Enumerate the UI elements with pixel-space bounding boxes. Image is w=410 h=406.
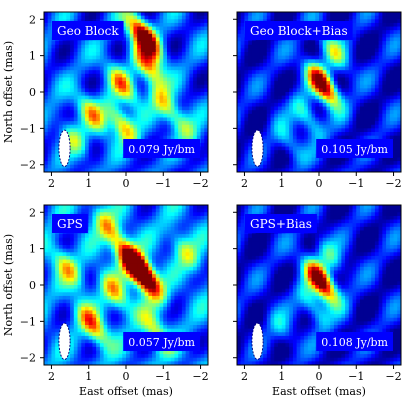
x-axis-title: East offset (mas) <box>272 385 366 398</box>
flux-label-text: 0.105 Jy/bm <box>321 143 388 156</box>
x-tick-label: 1 <box>85 177 92 190</box>
panel-label: GPS <box>52 214 88 233</box>
x-tick-label: 1 <box>278 370 285 383</box>
x-tick-label: 1 <box>85 370 92 383</box>
beam-ellipse <box>251 129 264 168</box>
x-axis-title: East offset (mas) <box>79 385 173 398</box>
x-tick-label: −2 <box>385 177 401 190</box>
y-tick-label: −1 <box>20 122 36 135</box>
panel-label: Geo Block+Bias <box>245 21 353 40</box>
x-tick-label: −2 <box>192 370 208 383</box>
y-tick-label: 0 <box>29 86 36 99</box>
panel-label-text: GPS+Bias <box>250 217 312 231</box>
panel-3: GPS 0.057 Jy/bm 2 1 0 −1 −2 2 1 0 −1 −2 North offset… <box>2 204 209 398</box>
flux-label: 0.105 Jy/bm <box>316 139 393 158</box>
x-tick-label: 2 <box>241 370 248 383</box>
y-tick-label: 1 <box>29 243 36 256</box>
y-axis-title: North offset (mas) <box>2 234 15 336</box>
panel-label-text: Geo Block+Bias <box>250 24 348 38</box>
flux-label-text: 0.057 Jy/bm <box>128 336 195 349</box>
y-tick-label: −2 <box>20 352 36 365</box>
panel-label-text: GPS <box>57 217 83 231</box>
y-tick-label: 2 <box>29 13 36 26</box>
panel-1: Geo Block 0.079 Jy/bm 2 1 0 −1 −2 2 1 0 −1 −2 North … <box>2 11 209 190</box>
x-tick-label: 0 <box>123 370 130 383</box>
x-tick-label: −2 <box>192 177 208 190</box>
panel-4: GPS+Bias 0.108 Jy/bm 2 1 0 −1 −2 East offset (m… <box>233 204 402 398</box>
flux-label: 0.108 Jy/bm <box>316 332 393 351</box>
intensity-map <box>237 205 401 365</box>
flux-label-text: 0.079 Jy/bm <box>128 143 195 156</box>
x-tick-label: 0 <box>316 370 323 383</box>
panel-label: Geo Block <box>52 21 124 40</box>
x-tick-label: −1 <box>155 177 171 190</box>
y-tick-label: 1 <box>29 50 36 63</box>
x-tick-label: 2 <box>48 177 55 190</box>
x-tick-label: −1 <box>348 177 364 190</box>
x-tick-label: −1 <box>348 370 364 383</box>
x-tick-label: 2 <box>48 370 55 383</box>
y-tick-label: 2 <box>29 206 36 219</box>
beam-ellipse <box>58 129 71 168</box>
x-tick-label: 0 <box>316 177 323 190</box>
beam-ellipse <box>58 322 71 361</box>
y-axis-title: North offset (mas) <box>2 41 15 143</box>
flux-label: 0.079 Jy/bm <box>123 139 200 158</box>
panel-label: GPS+Bias <box>245 214 317 233</box>
x-tick-label: −1 <box>155 370 171 383</box>
beam-ellipse <box>251 322 264 361</box>
x-tick-label: 1 <box>278 177 285 190</box>
flux-label: 0.057 Jy/bm <box>123 332 200 351</box>
x-tick-label: −2 <box>385 370 401 383</box>
panel-2: Geo Block+Bias 0.105 Jy/bm 2 1 0 −1 −2 <box>233 11 402 190</box>
x-tick-label: 0 <box>123 177 130 190</box>
y-tick-label: −1 <box>20 315 36 328</box>
y-tick-label: 0 <box>29 279 36 292</box>
x-tick-label: 2 <box>241 177 248 190</box>
flux-label-text: 0.108 Jy/bm <box>321 336 388 349</box>
panel-label-text: Geo Block <box>57 24 119 38</box>
y-tick-label: −2 <box>20 159 36 172</box>
